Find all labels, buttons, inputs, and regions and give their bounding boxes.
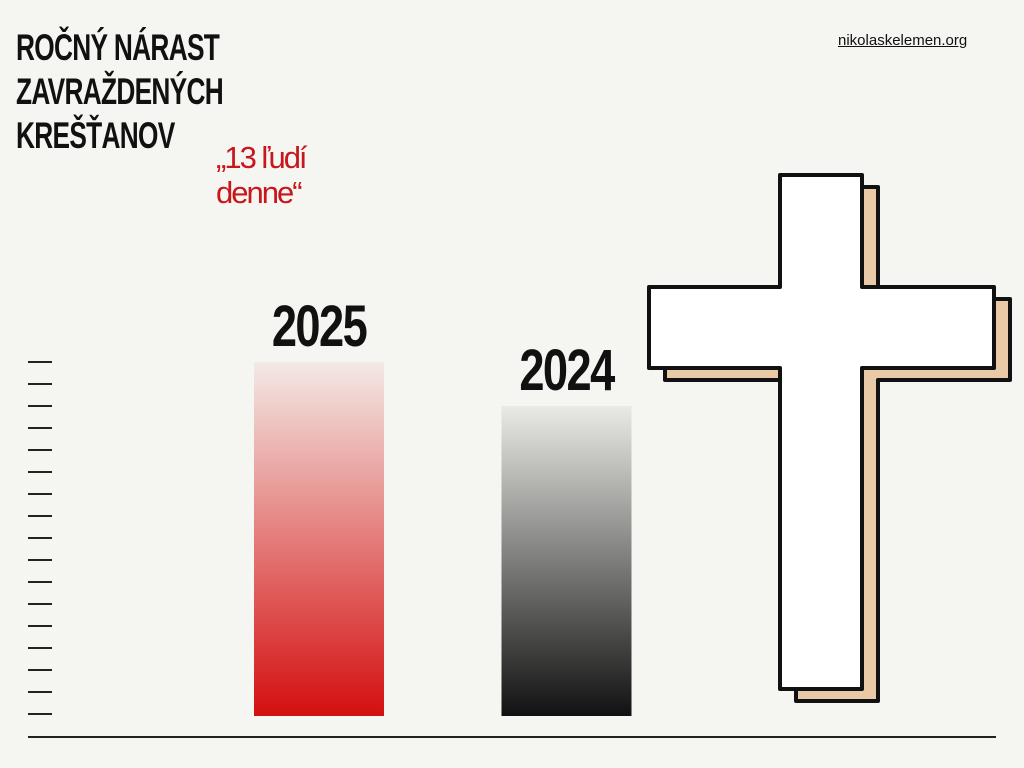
bar-label: 2024 bbox=[519, 339, 615, 404]
bar-label: 2025 bbox=[272, 295, 367, 360]
source: nikolaskelemen.org bbox=[838, 32, 968, 49]
annotation: „13 ľudí denne“ bbox=[216, 140, 308, 210]
bar bbox=[501, 406, 632, 716]
bar bbox=[254, 362, 384, 716]
title: ROČNÝ NÁRAST ZAVRAŽDENÝCH KREŠŤANOV bbox=[16, 27, 224, 156]
cross bbox=[647, 173, 1012, 703]
